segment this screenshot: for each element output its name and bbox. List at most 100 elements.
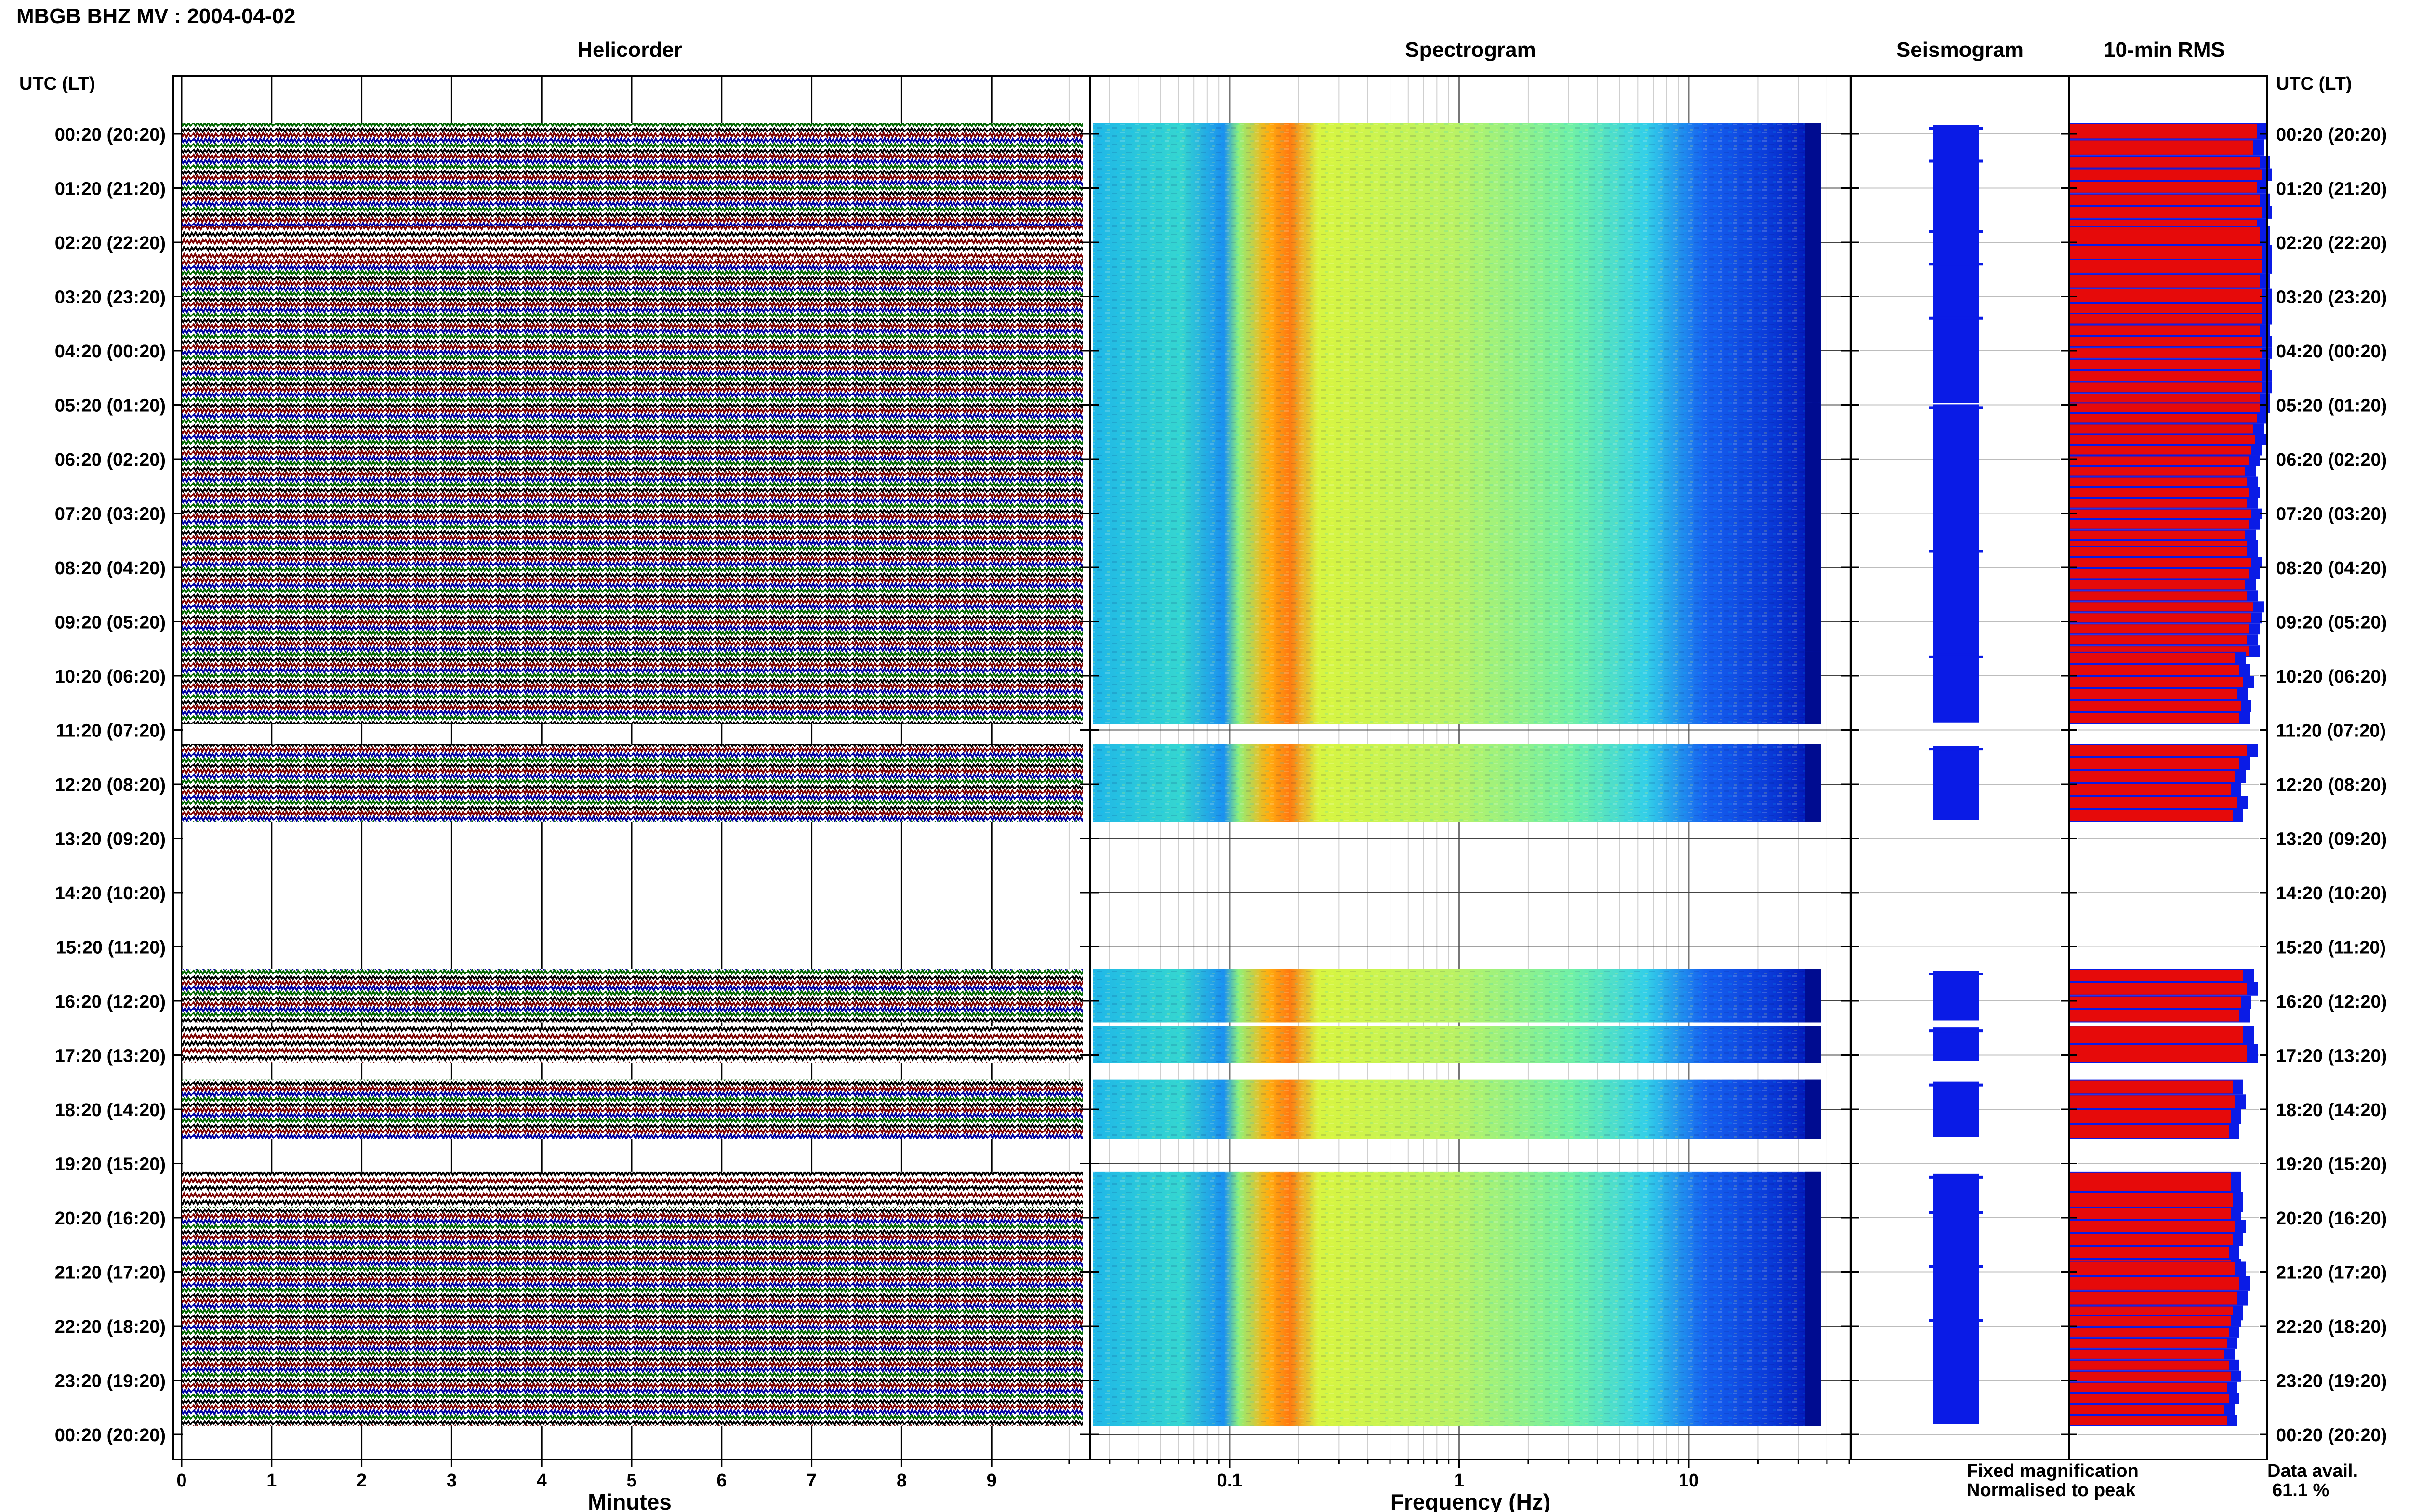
time-label-right: 09:20 (05:20) (2276, 613, 2387, 633)
time-label-right: 12:20 (08:20) (2276, 775, 2387, 795)
seismogram-trace (1933, 1209, 1979, 1270)
spectrogram-texture (1093, 744, 1821, 822)
time-label-right: 00:20 (20:20) (2276, 1425, 2387, 1446)
seismogram-trace (1933, 158, 1979, 229)
time-label-right: 07:20 (03:20) (2276, 504, 2387, 525)
helicorder-x-tick-label: 6 (716, 1471, 727, 1491)
rms-bar-normalised (2070, 289, 2262, 302)
seismogram-trace (1933, 1027, 1979, 1061)
seismogram-trace (1933, 404, 1979, 549)
spectrogram-texture (1093, 313, 1821, 405)
rms-bar-normalised (2070, 140, 2253, 155)
time-label-left: 17:20 (13:20) (55, 1046, 166, 1066)
seismogram-title: Seismogram (1896, 38, 2024, 62)
time-label-right: 03:20 (23:20) (2276, 288, 2387, 308)
time-label-left: 14:20 (10:20) (55, 883, 166, 904)
spectrogram-x-axis-label: Frequency (Hz) (1390, 1489, 1550, 1512)
seismogram-trace (1933, 1317, 1979, 1424)
rms-bar-normalised (2070, 530, 2245, 539)
rms-bar-normalised (2070, 1382, 2227, 1392)
helicorder-trace-block (182, 1079, 1083, 1139)
legend-normalised-to-peak: Normalised to peak (1967, 1480, 2136, 1500)
rms-title: 10-min RMS (2104, 38, 2225, 62)
rms-bar-normalised (2070, 983, 2247, 995)
rms-bar-normalised (2070, 456, 2249, 465)
rms-bar-normalised (2070, 182, 2257, 193)
spectrogram-texture (1093, 546, 1821, 657)
seismogram-spike (1929, 973, 1983, 975)
spectrogram-high-edge (1805, 969, 1821, 1023)
time-label-left: 00:20 (20:20) (55, 1425, 166, 1446)
spectrogram-high-edge (1805, 259, 1821, 318)
rms-bar-normalised (2070, 520, 2249, 529)
rms-bar-normalised (2070, 713, 2239, 723)
data-layer (182, 123, 2272, 1426)
rms-bar-normalised (2070, 1360, 2229, 1370)
spectrogram-high-edge (1805, 744, 1821, 822)
rms-bar-normalised (2070, 509, 2251, 518)
time-label-left: 08:20 (04:20) (55, 558, 166, 579)
rms-bar-normalised (2070, 624, 2249, 634)
time-label-left: 16:20 (12:20) (55, 992, 166, 1012)
spectrogram-high-edge (1805, 1171, 1821, 1212)
spectrogram-high-edge (1805, 1261, 1821, 1321)
rms-bar-normalised (2070, 745, 2247, 756)
rms-bar-normalised (2070, 1338, 2227, 1348)
time-label-left: 02:20 (22:20) (55, 233, 166, 253)
rms-bar-normalised (2070, 771, 2235, 782)
rms-bar-normalised (2070, 580, 2245, 590)
right-axis-label: UTC (LT) (2276, 74, 2352, 94)
seismogram-trace (1933, 971, 1979, 1021)
rms-bar-normalised (2070, 591, 2247, 601)
seismogram-trace (1933, 746, 1979, 820)
rms-bar-normalised (2070, 371, 2262, 381)
spectrogram-x-tick-label: 10 (1679, 1471, 1699, 1491)
rms-bar-normalised (2070, 665, 2239, 675)
seismogram-spike (1929, 748, 1983, 751)
seismogram-spike (1929, 1029, 1983, 1033)
time-label-left: 23:20 (19:20) (55, 1371, 166, 1392)
helicorder-trace-block (182, 1026, 1083, 1063)
time-label-left: 03:20 (23:20) (55, 288, 166, 308)
seismogram-trace (1933, 653, 1979, 723)
rms-bar-normalised (2070, 435, 2255, 444)
time-label-right: 05:20 (01:20) (2276, 396, 2387, 416)
seismogram-trace (1933, 261, 1979, 316)
rms-bar-normalised (2070, 797, 2237, 808)
rms-bar-normalised (2070, 157, 2260, 168)
rms-bar-normalised (2070, 1125, 2229, 1138)
rms-bar-normalised (2070, 1277, 2239, 1290)
seismogram-spike (1929, 1211, 1983, 1214)
rms-bar-normalised (2070, 274, 2260, 288)
time-label-right: 00:20 (20:20) (2276, 125, 2387, 145)
seismogram-trace (1933, 228, 1979, 262)
seismogram-spike (1929, 550, 1983, 553)
rms-bar-normalised (2070, 424, 2253, 434)
spectrogram-texture (1093, 651, 1821, 724)
rms-bar-normalised (2070, 784, 2231, 795)
seismogram-trace (1933, 1081, 1979, 1137)
helicorder-trace-block (182, 402, 1083, 551)
rms-bar-normalised (2070, 1080, 2233, 1094)
rms-bar-normalised (2070, 1349, 2224, 1359)
time-label-right: 17:20 (13:20) (2276, 1046, 2387, 1066)
seismogram-trace (1933, 548, 1979, 655)
spectrogram-texture (1093, 1207, 1821, 1272)
helicorder-x-tick-label: 8 (897, 1471, 907, 1491)
rms-bar-normalised (2070, 1262, 2235, 1275)
time-label-left: 09:20 (05:20) (55, 613, 166, 633)
seismogram-spike (1929, 655, 1983, 658)
left-axis-label: UTC (LT) (19, 74, 95, 94)
rms-bar-normalised (2070, 1327, 2229, 1337)
rms-bar-normalised (2070, 227, 2260, 244)
rms-bar-normalised (2070, 1026, 2243, 1043)
rms-bar-normalised (2070, 337, 2262, 347)
spectrogram-texture (1093, 1026, 1821, 1063)
time-label-left: 10:20 (06:20) (55, 667, 166, 687)
rms-bar-normalised (2070, 558, 2251, 567)
time-label-right: 08:20 (04:20) (2276, 558, 2387, 579)
time-label-right: 02:20 (22:20) (2276, 233, 2387, 253)
helicorder-x-tick-label: 5 (626, 1471, 636, 1491)
spectrogram-high-edge (1805, 651, 1821, 724)
rms-bar-normalised (2070, 207, 2262, 218)
